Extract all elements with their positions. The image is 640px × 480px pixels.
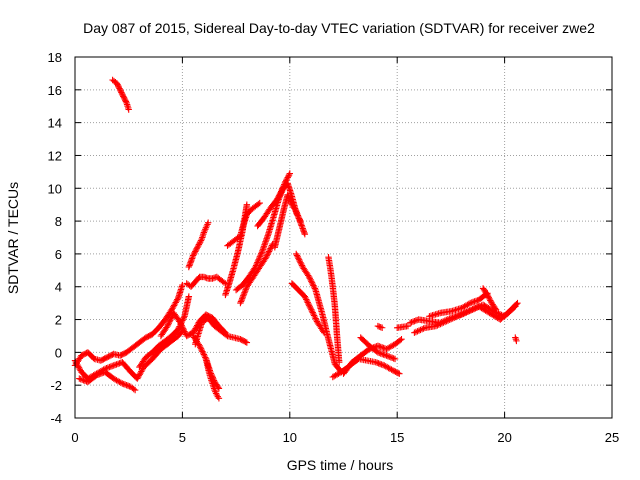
series-trace-11 bbox=[192, 314, 251, 348]
series-trace-30 bbox=[374, 322, 386, 331]
series-trace-4 bbox=[109, 76, 132, 113]
point-marks bbox=[512, 334, 520, 345]
y-tick-label: 10 bbox=[48, 181, 62, 196]
point-marks bbox=[157, 309, 229, 340]
y-tick-label: 16 bbox=[48, 83, 62, 98]
series-trace-13 bbox=[224, 199, 263, 249]
point-marks bbox=[411, 299, 521, 336]
point-marks bbox=[357, 334, 399, 363]
point-marks bbox=[288, 280, 328, 336]
point-marks bbox=[237, 240, 276, 307]
point-marks bbox=[76, 368, 139, 394]
series-trace-26 bbox=[426, 290, 491, 320]
x-tick-label: 10 bbox=[283, 430, 297, 445]
plot-frame bbox=[74, 56, 613, 419]
point-marks bbox=[109, 76, 132, 113]
y-tick-labels: -4 -2 0 2 4 6 8 10 12 14 16 18 bbox=[48, 50, 62, 426]
x-tick-label: 0 bbox=[71, 430, 78, 445]
series-trace-8 bbox=[202, 355, 223, 402]
point-marks bbox=[271, 191, 309, 251]
series-trace-29 bbox=[394, 322, 412, 331]
y-tick-label: 0 bbox=[55, 345, 62, 360]
x-axis-label: GPS time / hours bbox=[287, 457, 394, 473]
point-marks bbox=[192, 314, 251, 348]
y-tick-label: 18 bbox=[48, 50, 62, 65]
series-trace-27 bbox=[479, 285, 500, 313]
series-trace-3 bbox=[76, 368, 139, 394]
series-trace-17 bbox=[271, 191, 309, 251]
y-axis-label: SDTVAR / TECUs bbox=[5, 182, 21, 294]
y-tick-label: 8 bbox=[55, 214, 62, 229]
chart-title: Day 087 of 2015, Sidereal Day-to-day VTE… bbox=[83, 20, 595, 36]
point-marks bbox=[293, 250, 345, 376]
point-marks bbox=[479, 285, 500, 313]
y-tick-label: 12 bbox=[48, 148, 62, 163]
series-trace-25 bbox=[411, 299, 521, 336]
point-marks bbox=[224, 199, 263, 249]
x-tick-label: 5 bbox=[179, 430, 186, 445]
series-trace-23 bbox=[357, 334, 399, 363]
point-marks bbox=[202, 355, 223, 402]
y-tick-label: 4 bbox=[55, 280, 62, 295]
y-tick-label: -4 bbox=[50, 411, 62, 426]
y-tick-label: -2 bbox=[50, 378, 62, 393]
grid bbox=[75, 57, 612, 418]
y-tick-label: 2 bbox=[55, 313, 62, 328]
point-marks bbox=[183, 273, 229, 290]
point-marks bbox=[325, 254, 343, 366]
point-marks bbox=[394, 322, 412, 331]
y-tick-label: 6 bbox=[55, 247, 62, 262]
series-trace-20 bbox=[288, 280, 328, 336]
series-trace-28 bbox=[512, 334, 520, 345]
series-trace-15 bbox=[254, 170, 293, 230]
series-trace-10 bbox=[185, 219, 212, 271]
point-marks bbox=[374, 322, 386, 331]
series-trace-9 bbox=[183, 273, 229, 290]
x-tick-label: 15 bbox=[390, 430, 404, 445]
point-marks bbox=[426, 290, 491, 320]
x-tick-label: 20 bbox=[497, 430, 511, 445]
series-trace-18 bbox=[293, 250, 345, 376]
series-trace-6 bbox=[157, 309, 229, 340]
point-marks bbox=[185, 219, 212, 271]
x-tick-labels: 0 5 10 15 20 25 bbox=[71, 430, 619, 445]
x-tick-label: 25 bbox=[605, 430, 619, 445]
y-tick-label: 14 bbox=[48, 116, 62, 131]
point-marks bbox=[254, 170, 293, 230]
axis-ticks bbox=[74, 56, 613, 419]
series-trace-16 bbox=[237, 240, 276, 307]
series-trace-19 bbox=[325, 254, 343, 366]
data-points bbox=[71, 76, 521, 402]
